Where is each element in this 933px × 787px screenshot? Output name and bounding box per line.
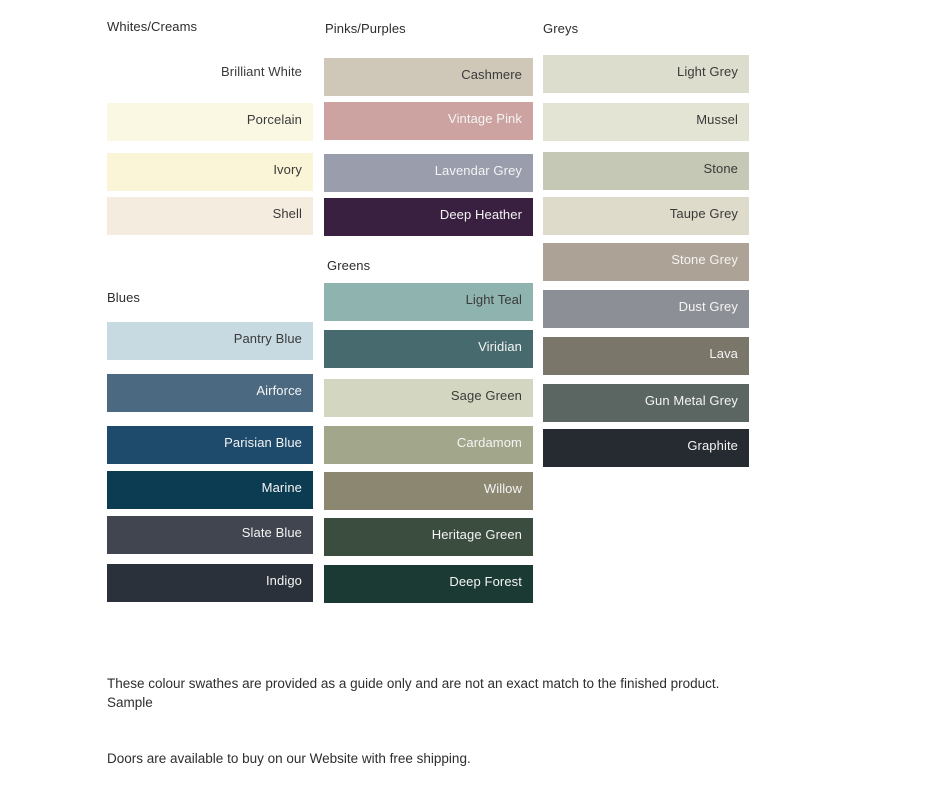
section-header-greys: Greys (543, 21, 579, 36)
swatch-deep-heather: Deep Heather (324, 198, 533, 236)
swatch-porcelain: Porcelain (107, 103, 313, 141)
swatch-lava: Lava (543, 337, 749, 375)
disclaimer-text: These colour swathes are provided as a g… (107, 638, 767, 787)
swatch-taupe-grey: Taupe Grey (543, 197, 749, 235)
swatch-group-greys: Light Grey Mussel Stone Taupe Grey Stone… (543, 55, 749, 467)
swatch-parisian-blue: Parisian Blue (107, 426, 313, 464)
swatch-stone-grey: Stone Grey (543, 243, 749, 281)
swatch-deep-forest: Deep Forest (324, 565, 533, 603)
section-header-whites-creams: Whites/Creams (107, 19, 198, 34)
swatch-cardamom: Cardamom (324, 426, 533, 464)
disclaimer-line-1: These colour swathes are provided as a g… (107, 676, 727, 710)
swatch-graphite: Graphite (543, 429, 749, 467)
section-header-greens: Greens (327, 258, 371, 273)
swatch-shell: Shell (107, 197, 313, 235)
swatch-stone: Stone (543, 152, 749, 190)
swatch-heritage-green: Heritage Green (324, 518, 533, 556)
swatch-group-whites-creams: Brilliant White Porcelain Ivory Shell (107, 55, 313, 235)
swatch-brilliant-white: Brilliant White (107, 55, 313, 93)
swatch-lavendar-grey: Lavendar Grey (324, 154, 533, 192)
swatch-viridian: Viridian (324, 330, 533, 368)
swatch-group-greens: Light Teal Viridian Sage Green Cardamom … (324, 283, 533, 603)
section-header-blues: Blues (107, 290, 141, 305)
section-header-pinks-purples: Pinks/Purples (325, 21, 406, 36)
swatch-sage-green: Sage Green (324, 379, 533, 417)
swatch-vintage-pink: Vintage Pink (324, 102, 533, 140)
disclaimer-line-2: Doors are available to buy on our Websit… (107, 750, 471, 766)
swatch-marine: Marine (107, 471, 313, 509)
swatch-ivory: Ivory (107, 153, 313, 191)
swatch-airforce: Airforce (107, 374, 313, 412)
swatch-dust-grey: Dust Grey (543, 290, 749, 328)
swatch-slate-blue: Slate Blue (107, 516, 313, 554)
swatch-cashmere: Cashmere (324, 58, 533, 96)
swatch-group-pinks-purples: Cashmere Vintage Pink Lavendar Grey Deep… (324, 58, 533, 236)
swatch-group-blues: Pantry Blue Airforce Parisian Blue Marin… (107, 322, 313, 602)
swatch-indigo: Indigo (107, 564, 313, 602)
swatch-gun-metal-grey: Gun Metal Grey (543, 384, 749, 422)
swatch-mussel: Mussel (543, 103, 749, 141)
swatch-light-teal: Light Teal (324, 283, 533, 321)
swatch-willow: Willow (324, 472, 533, 510)
swatch-light-grey: Light Grey (543, 55, 749, 93)
swatch-pantry-blue: Pantry Blue (107, 322, 313, 360)
